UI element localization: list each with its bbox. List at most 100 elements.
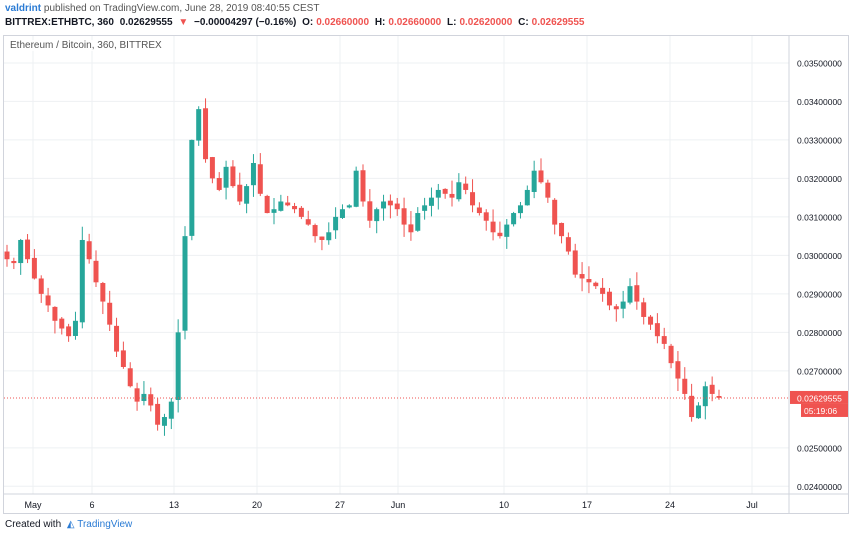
candle-body[interactable] [606,291,612,306]
candle-body[interactable] [476,207,482,214]
candle-body[interactable] [600,287,606,294]
candle-body[interactable] [483,212,489,221]
candle-body[interactable] [435,189,441,198]
candle-body[interactable] [305,219,311,225]
candle-body[interactable] [695,405,701,419]
candle-body[interactable] [312,225,318,237]
candle-body[interactable] [216,178,222,190]
candle-body[interactable] [182,236,188,331]
tradingview-brand[interactable]: TradingView [77,519,133,530]
candle-body[interactable] [292,206,298,210]
candle-body[interactable] [209,157,215,179]
candle-body[interactable] [456,182,462,200]
candle-body[interactable] [264,195,270,214]
candle-body[interactable] [641,302,647,317]
candle-body[interactable] [298,207,304,217]
candle-body[interactable] [511,213,517,225]
candle-body[interactable] [18,239,24,264]
candle-body[interactable] [237,184,243,202]
candle-body[interactable] [490,221,496,233]
candle-body[interactable] [353,170,359,207]
candle-body[interactable] [134,388,140,402]
candle-body[interactable] [11,261,17,264]
candle-body[interactable] [196,109,202,141]
candle-body[interactable] [579,274,585,279]
candle-body[interactable] [107,302,113,325]
candle-body[interactable] [250,163,256,186]
candle-body[interactable] [689,395,695,418]
candle-body[interactable] [675,361,681,379]
candle-body[interactable] [271,209,277,213]
candle-body[interactable] [716,395,722,398]
candle-body[interactable] [93,260,99,283]
candle-body[interactable] [648,316,654,325]
candle-body[interactable] [4,251,10,260]
candle-body[interactable] [175,332,181,400]
candle-body[interactable] [387,200,393,206]
candle-body[interactable] [627,286,633,303]
candle-body[interactable] [572,250,578,275]
candle-body[interactable] [66,326,72,337]
tradingview-logo-icon[interactable]: ◭ TradingView [66,519,133,530]
candle-body[interactable] [52,306,58,321]
candle-body[interactable] [38,278,44,294]
candle-body[interactable] [127,368,133,387]
candle-body[interactable] [285,202,291,206]
candle-body[interactable] [203,108,209,160]
candle-body[interactable] [168,401,174,419]
candle-body[interactable] [565,237,571,252]
candle-body[interactable] [682,378,688,394]
candle-body[interactable] [531,170,537,192]
candle-body[interactable] [634,285,640,302]
candle-body[interactable] [401,208,407,225]
candle-body[interactable] [442,188,448,194]
candle-body[interactable] [86,241,92,260]
candle-body[interactable] [25,239,31,260]
candle-body[interactable] [31,257,37,279]
candle-body[interactable] [449,193,455,198]
candle-body[interactable] [319,236,325,240]
candle-body[interactable] [517,205,523,214]
candle-body[interactable] [326,232,332,241]
candle-body[interactable] [367,201,373,221]
candle-body[interactable] [552,199,558,225]
candle-body[interactable] [189,139,195,236]
candle-body[interactable] [257,164,263,194]
candle-body[interactable] [72,320,78,336]
candle-body[interactable] [702,386,708,407]
author-link[interactable]: valdrint [5,3,42,14]
candle-body[interactable] [141,393,147,401]
candle-body[interactable] [114,325,120,352]
candle-body[interactable] [559,222,565,237]
candle-body[interactable] [230,166,236,187]
candle-body[interactable] [593,282,599,287]
candle-body[interactable] [79,239,85,323]
candle-body[interactable] [408,224,414,233]
candle-body[interactable] [100,283,106,302]
candle-body[interactable] [661,336,667,344]
candle-body[interactable] [497,232,503,237]
candle-body[interactable] [223,166,229,188]
candle-body[interactable] [45,295,51,306]
candle-body[interactable] [278,201,284,211]
candle-body[interactable] [120,350,126,367]
candle-body[interactable] [339,209,345,218]
candle-body[interactable] [333,216,339,231]
candle-body[interactable] [394,203,400,210]
candle-body[interactable] [524,189,530,206]
candle-body[interactable] [360,170,366,202]
candle-body[interactable] [381,201,387,209]
candle-body[interactable] [415,213,421,231]
chart-frame[interactable] [3,35,849,514]
candle-body[interactable] [148,394,154,406]
candle-body[interactable] [538,170,544,183]
candle-body[interactable] [470,192,476,206]
candle-body[interactable] [244,186,250,204]
candle-body[interactable] [545,182,551,198]
candle-body[interactable] [709,384,715,394]
candle-body[interactable] [620,301,626,309]
candle-body[interactable] [586,279,592,283]
candle-body[interactable] [654,323,660,337]
candle-body[interactable] [422,205,428,211]
